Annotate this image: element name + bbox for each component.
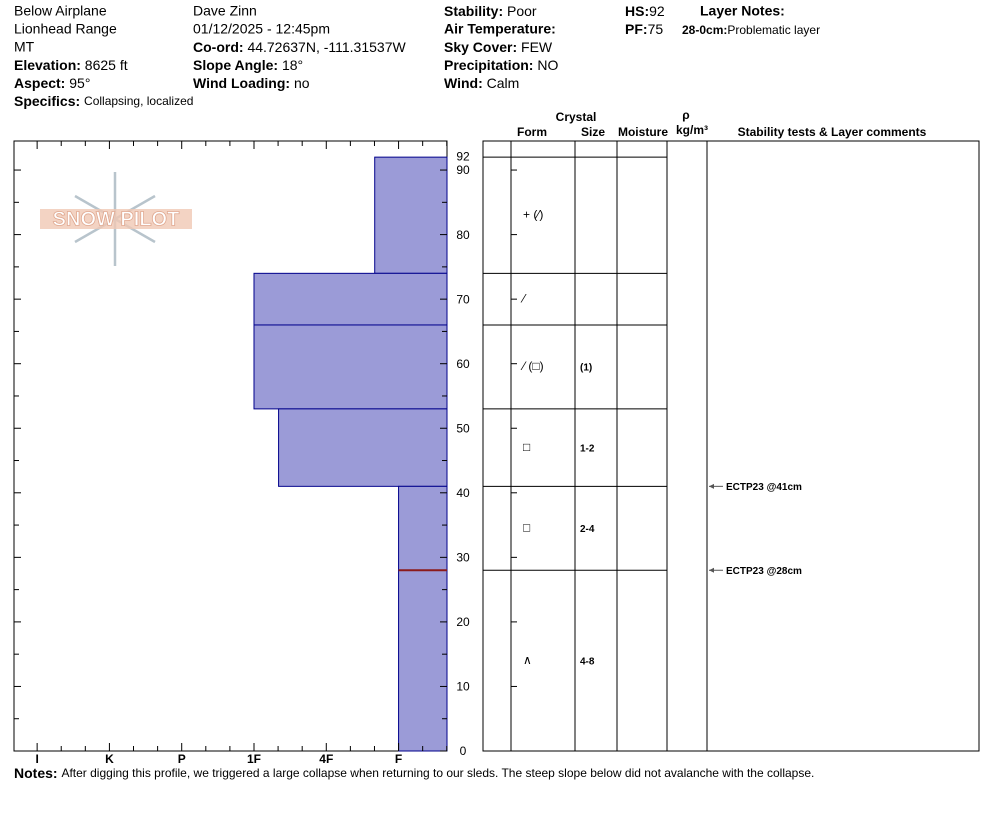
wind-loading: Wind Loading: no [193, 75, 310, 91]
label: Slope Angle: [193, 57, 278, 73]
th-crystal: Crystal [556, 110, 597, 124]
label: Wind Loading: [193, 75, 290, 91]
x-tick-label: K [105, 752, 114, 766]
grain-size: 2-4 [580, 524, 595, 535]
logo-text: SNOW PILOT [53, 208, 180, 230]
label: Co-ord: [193, 39, 244, 55]
value: Poor [507, 3, 537, 19]
y-tick-label: 40 [456, 486, 470, 500]
y-tick-label: 50 [456, 421, 470, 435]
text: After digging this profile, we triggered… [61, 766, 814, 780]
layer-note: 28-0cm:Problematic layer [682, 23, 820, 37]
th-rho: ρ [682, 108, 689, 122]
th-moisture: Moisture [618, 125, 668, 139]
value: Collapsing, localized [84, 94, 193, 108]
specifics: Specifics: Collapsing, localized [14, 93, 193, 109]
th-comments: Stability tests & Layer comments [738, 125, 927, 139]
datetime: 01/12/2025 - 12:45pm [193, 21, 330, 37]
label: Specifics: [14, 93, 80, 109]
label: PF: [625, 21, 648, 37]
y-tick-label: 10 [456, 680, 470, 694]
x-tick-label: I [35, 752, 38, 766]
th-form: Form [517, 125, 547, 139]
y-tick-label: 30 [456, 551, 470, 565]
wind: Wind: Calm [444, 75, 519, 91]
grain-form: ∧ [523, 653, 532, 667]
value: 8625 ft [85, 57, 128, 73]
value: 44.72637N, -111.31537W [247, 39, 406, 55]
grain-form: ⁄ [520, 291, 527, 305]
value: 92 [649, 3, 665, 19]
grain-form: □ [523, 440, 530, 454]
label: Aspect: [14, 75, 65, 91]
label: Precipitation: [444, 57, 533, 73]
grain-size: 4-8 [580, 656, 595, 667]
hs-label: 92 [456, 149, 470, 163]
range: 28-0cm: [682, 23, 727, 37]
hardness-bar [398, 485, 448, 571]
x-tick-label: F [395, 752, 402, 766]
notes: Notes: After digging this profile, we tr… [14, 765, 814, 781]
x-tick-label: 4F [319, 752, 333, 766]
value: 95° [69, 75, 90, 91]
y-tick-label: 80 [456, 228, 470, 242]
hardness-bar [278, 408, 448, 487]
observer: Dave Zinn [193, 3, 257, 19]
hardness-bar [374, 156, 448, 274]
label: Sky Cover: [444, 39, 517, 55]
value: FEW [521, 39, 553, 55]
air-temp: Air Temperature: [444, 21, 556, 37]
test-label: ECTP23 @41cm [726, 482, 802, 493]
test-label: ECTP23 @28cm [726, 566, 802, 577]
label: Stability: [444, 3, 503, 19]
elevation: Elevation: 8625 ft [14, 57, 128, 73]
coord: Co-ord: 44.72637N, -111.31537W [193, 39, 406, 55]
value: 75 [648, 21, 664, 37]
value: NO [537, 57, 558, 73]
grain-size: 1-2 [580, 443, 595, 454]
test-arrow-head [709, 483, 714, 489]
x-tick-label: P [178, 752, 186, 766]
y-tick-label: 60 [456, 357, 470, 371]
grain-form: ⁄ (□) [520, 359, 544, 373]
label: Elevation: [14, 57, 81, 73]
label: Wind: [444, 75, 483, 91]
label: Notes: [14, 765, 58, 781]
stability: Stability: Poor [444, 3, 537, 19]
th-size: Size [581, 125, 605, 139]
slope: Slope Angle: 18° [193, 57, 303, 73]
value: 18° [282, 57, 303, 73]
th-density: kg/m³ [676, 123, 708, 137]
y-tick-label: 20 [456, 615, 470, 629]
grain-form: □ [523, 520, 530, 534]
label: HS: [625, 3, 649, 19]
sky: Sky Cover: FEW [444, 39, 553, 55]
aspect: Aspect: 95° [14, 75, 90, 91]
layer-notes-label: Layer Notes: [700, 3, 785, 19]
text: Problematic layer [727, 23, 820, 37]
logo-band [40, 209, 192, 229]
y-tick-label: 0 [460, 744, 467, 758]
hardness-bar [253, 324, 448, 410]
table-frame [482, 140, 980, 752]
value: Calm [487, 75, 520, 91]
value: no [294, 75, 310, 91]
grain-size: (1) [580, 363, 592, 374]
hs: HS:92 [625, 3, 665, 19]
test-arrow-head [709, 567, 714, 573]
range: Lionhead Range [14, 21, 117, 37]
y-tick-label: 70 [456, 292, 470, 306]
grain-form: + (⁄) [523, 207, 543, 221]
x-tick-label: 1F [247, 752, 261, 766]
state: MT [14, 39, 35, 55]
pf: PF:75 [625, 21, 663, 37]
hardness-bar [398, 569, 448, 752]
precip: Precipitation: NO [444, 57, 558, 73]
hardness-bar [253, 272, 448, 326]
y-tick-label: 90 [456, 163, 470, 177]
location: Below Airplane [14, 3, 107, 19]
